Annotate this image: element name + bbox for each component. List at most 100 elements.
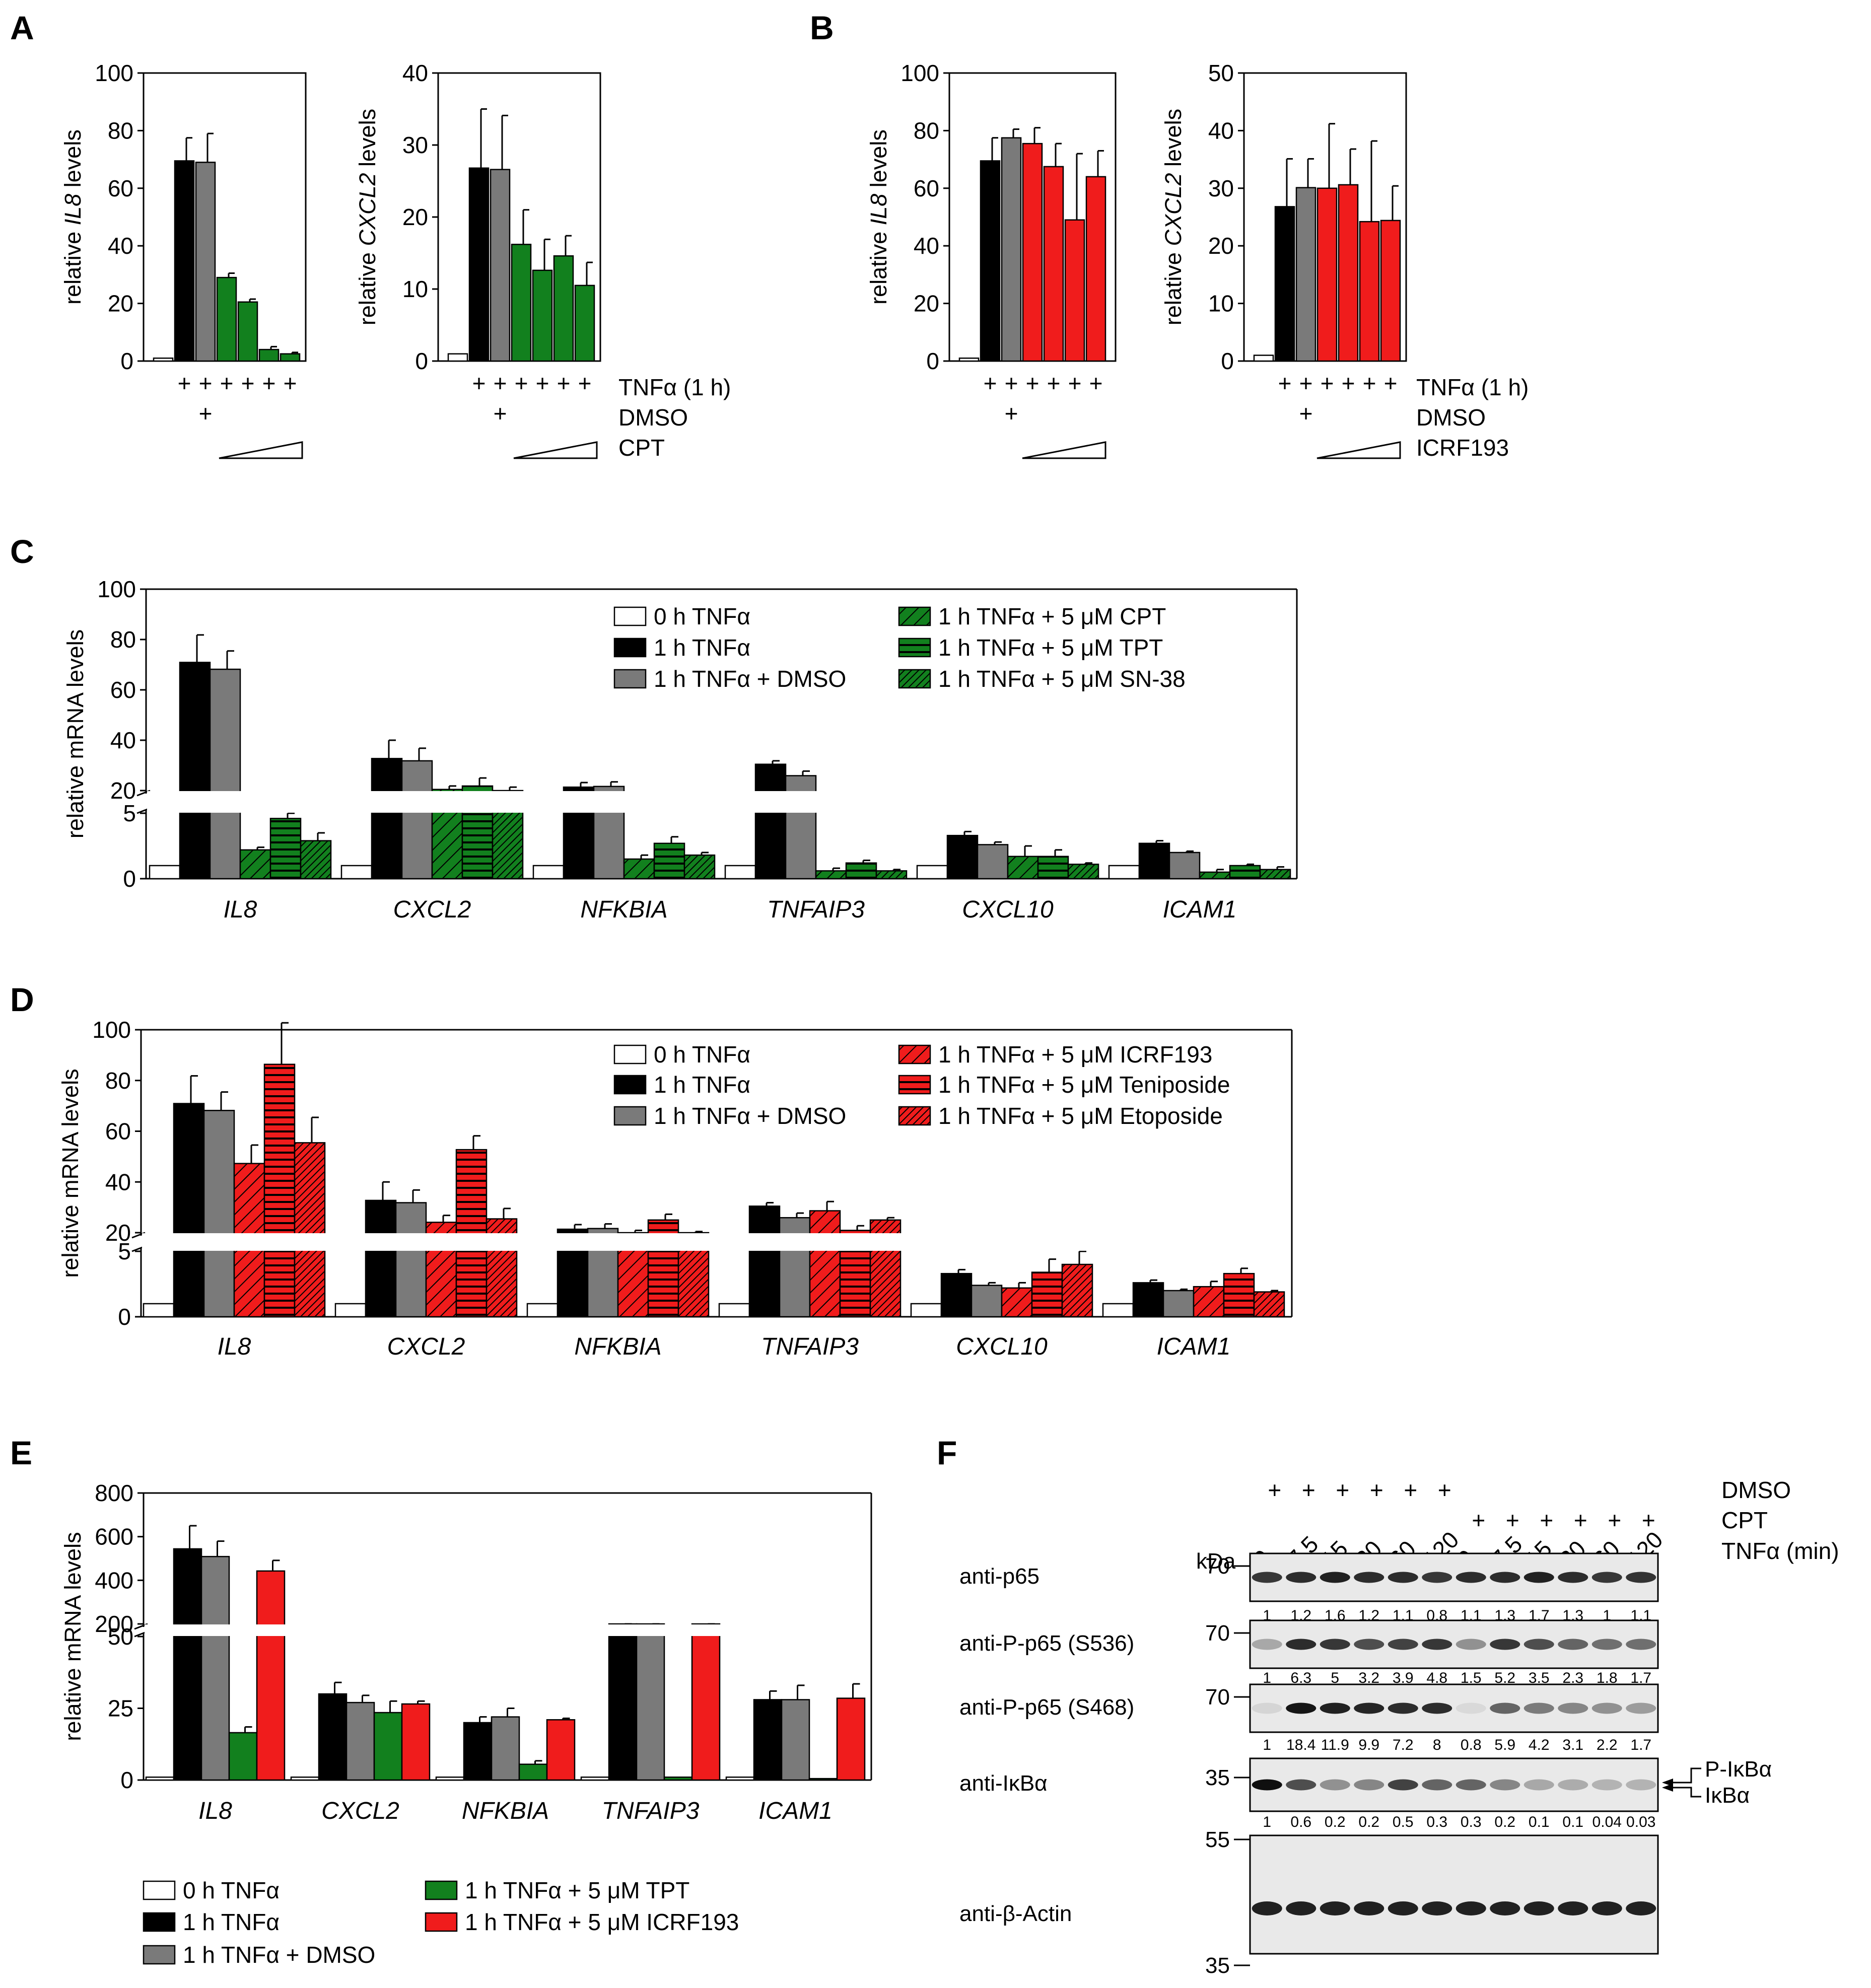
legend-swatch [898,1106,931,1126]
y-tick-label: 600 [95,1524,133,1550]
bar [373,1712,403,1781]
bar [435,1777,465,1781]
y-tick-label: 0 [120,348,133,374]
bar [1274,206,1295,362]
wb-band [1456,1572,1486,1583]
y-tick-label: 20 [402,204,428,230]
wb-quant-value: 0.2 [1494,1814,1515,1830]
wb-band [1558,1572,1588,1583]
bar [1223,1272,1255,1318]
y-title-pre: relative [1160,246,1186,326]
panel-b-drug-label: ICRF193 [1416,435,1509,461]
gene-label: IL8 [198,1798,232,1824]
wb-band [1354,1639,1384,1650]
wb-band [1286,1702,1316,1714]
tnf-plus: + [1299,370,1313,396]
legend-swatch [613,1044,647,1064]
tnf-plus: + [1047,370,1061,396]
bar [269,818,302,880]
gene-label: CXCL2 [393,896,471,923]
y-tick-label: 20 [110,777,136,804]
wb-dmso-plus: + [1268,1477,1281,1503]
gene-label: CXCL10 [962,896,1054,923]
bar [511,244,532,362]
bar [228,1732,258,1781]
bar [149,865,181,880]
bar [153,358,174,362]
bar [1138,842,1170,880]
wb-band-annotation: P-IκBα [1705,1757,1772,1782]
wb-quant-value: 11.9 [1321,1737,1349,1753]
wb-band [1456,1702,1486,1714]
legend-label: 1 h TNFα + DMSO [654,1103,846,1129]
y-tick-label: 40 [1208,117,1234,144]
dmso-plus: + [494,400,507,427]
gene-label: IL8 [224,896,257,923]
y-tick-label: 10 [1208,291,1234,317]
y-tick-label: 80 [110,626,136,653]
bar [845,862,877,880]
wb-band [1320,1639,1350,1650]
chart-d: 0 520 40 60 80 100 relative mRNA levels IL8 CXCL… [57,1017,1293,1360]
bar [263,1063,296,1318]
legend-label: 1 h TNFα + 5 μM Teniposide [938,1072,1230,1098]
y-title-gene: IL8 [60,194,86,226]
wb-band [1626,1779,1656,1791]
bar [1359,221,1380,362]
wb-marker-label: 35 [1205,1765,1230,1790]
wb-band [1523,1779,1554,1791]
western-blot: DMSO CPT TNFα (min) kDa ++++++++++++07,5… [959,1477,1839,1978]
y-tick-label: 60 [110,677,136,703]
legend-label: 1 h TNFα + 5 μM CPT [938,603,1166,629]
y-tick-label: 50 [1208,60,1234,86]
wb-band [1626,1702,1656,1714]
bar [636,1623,665,1781]
wb-quant-value: 0.6 [1290,1814,1311,1830]
y-tick-label: 50 [108,1623,133,1650]
gene-label: TNFAIP3 [761,1333,859,1360]
wb-band [1388,1702,1418,1714]
tnf-plus: + [984,370,997,396]
bar [946,834,979,880]
wb-quant-value: 0.03 [1626,1814,1655,1830]
tnf-plus: + [1089,370,1103,396]
wb-time-label: TNFα (min) [1721,1538,1839,1564]
bar [1380,220,1401,362]
bar [532,269,553,362]
break-gap [147,791,1296,813]
tnf-plus: + [578,370,592,396]
wb-quant-value: 0.1 [1562,1814,1583,1830]
y-title-pre: relative [866,225,891,305]
break-gap [145,1624,870,1636]
wb-band [1523,1639,1554,1650]
bar [1199,871,1231,880]
panel-b-conditions: TNFα (1 h) DMSO ICRF193 [1022,374,1529,461]
y-tick-label: 0 [120,1767,133,1793]
wb-marker-label: 70 [1205,1554,1230,1579]
legend-label: 1 h TNFα [654,1072,750,1098]
gene-label: TNFAIP3 [767,896,865,923]
wb-membrane [1249,1619,1659,1669]
wb-marker-label: 35 [1205,1953,1230,1978]
wb-band [1388,1779,1418,1791]
wb-quant-value: 5.9 [1494,1737,1515,1753]
bar [753,1699,783,1781]
bar [580,1777,610,1781]
y-axis-title: relative IL8 levels [60,129,86,305]
bar [608,1623,638,1781]
wb-dmso-plus: + [1438,1477,1451,1503]
wb-band [1558,1702,1588,1714]
tnf-plus: + [1278,370,1292,396]
wb-quant-value: 8 [1433,1737,1441,1753]
y-tick-label: 0 [415,348,428,374]
y-tick-label: 40 [914,233,939,259]
bar [173,1548,202,1781]
bar [1001,137,1022,362]
panel-label-d: D [10,981,34,1018]
bar [258,348,280,362]
y-tick-label: 40 [110,727,136,753]
bar [574,285,595,362]
legend-swatch [143,1880,176,1900]
gene-label: CXCL10 [956,1333,1048,1360]
